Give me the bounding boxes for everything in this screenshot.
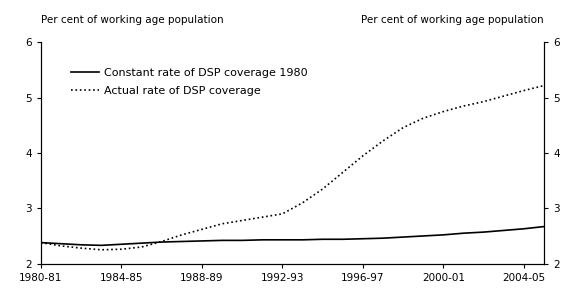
Actual rate of DSP coverage bbox=[118, 248, 125, 251]
Constant rate of DSP coverage 1980 bbox=[460, 231, 467, 235]
Constant rate of DSP coverage 1980 bbox=[400, 235, 407, 239]
Text: Per cent of working age population: Per cent of working age population bbox=[41, 15, 223, 25]
Constant rate of DSP coverage 1980 bbox=[380, 236, 387, 240]
Actual rate of DSP coverage bbox=[78, 246, 85, 250]
Constant rate of DSP coverage 1980 bbox=[420, 234, 427, 238]
Constant rate of DSP coverage 1980 bbox=[98, 244, 105, 247]
Text: Per cent of working age population: Per cent of working age population bbox=[362, 15, 544, 25]
Actual rate of DSP coverage bbox=[37, 241, 44, 245]
Constant rate of DSP coverage 1980 bbox=[118, 242, 125, 246]
Constant rate of DSP coverage 1980 bbox=[178, 240, 185, 243]
Constant rate of DSP coverage 1980 bbox=[339, 238, 346, 241]
Actual rate of DSP coverage bbox=[380, 139, 387, 143]
Constant rate of DSP coverage 1980 bbox=[78, 243, 85, 247]
Constant rate of DSP coverage 1980 bbox=[198, 239, 205, 243]
Constant rate of DSP coverage 1980 bbox=[440, 233, 447, 237]
Constant rate of DSP coverage 1980 bbox=[359, 237, 366, 241]
Line: Actual rate of DSP coverage: Actual rate of DSP coverage bbox=[41, 85, 544, 250]
Constant rate of DSP coverage 1980 bbox=[239, 238, 246, 242]
Actual rate of DSP coverage bbox=[98, 248, 105, 251]
Constant rate of DSP coverage 1980 bbox=[521, 227, 528, 231]
Constant rate of DSP coverage 1980 bbox=[138, 241, 145, 245]
Line: Constant rate of DSP coverage 1980: Constant rate of DSP coverage 1980 bbox=[41, 227, 544, 245]
Actual rate of DSP coverage bbox=[339, 171, 346, 174]
Constant rate of DSP coverage 1980 bbox=[37, 241, 44, 245]
Actual rate of DSP coverage bbox=[541, 84, 548, 87]
Actual rate of DSP coverage bbox=[239, 219, 246, 222]
Actual rate of DSP coverage bbox=[198, 228, 205, 231]
Actual rate of DSP coverage bbox=[279, 212, 286, 216]
Actual rate of DSP coverage bbox=[521, 89, 528, 92]
Constant rate of DSP coverage 1980 bbox=[219, 238, 226, 242]
Constant rate of DSP coverage 1980 bbox=[259, 238, 266, 242]
Constant rate of DSP coverage 1980 bbox=[480, 230, 487, 234]
Constant rate of DSP coverage 1980 bbox=[279, 238, 286, 242]
Actual rate of DSP coverage bbox=[138, 245, 145, 249]
Legend: Constant rate of DSP coverage 1980, Actual rate of DSP coverage: Constant rate of DSP coverage 1980, Actu… bbox=[67, 63, 312, 100]
Actual rate of DSP coverage bbox=[57, 244, 64, 248]
Actual rate of DSP coverage bbox=[359, 154, 366, 158]
Actual rate of DSP coverage bbox=[420, 116, 427, 120]
Actual rate of DSP coverage bbox=[219, 222, 226, 226]
Actual rate of DSP coverage bbox=[299, 201, 306, 205]
Actual rate of DSP coverage bbox=[500, 94, 507, 98]
Actual rate of DSP coverage bbox=[400, 126, 407, 129]
Actual rate of DSP coverage bbox=[440, 110, 447, 113]
Actual rate of DSP coverage bbox=[460, 104, 467, 108]
Constant rate of DSP coverage 1980 bbox=[299, 238, 306, 242]
Constant rate of DSP coverage 1980 bbox=[57, 242, 64, 245]
Actual rate of DSP coverage bbox=[259, 215, 266, 219]
Actual rate of DSP coverage bbox=[178, 233, 185, 237]
Constant rate of DSP coverage 1980 bbox=[541, 225, 548, 228]
Actual rate of DSP coverage bbox=[319, 187, 326, 191]
Actual rate of DSP coverage bbox=[158, 240, 165, 243]
Constant rate of DSP coverage 1980 bbox=[158, 240, 165, 244]
Constant rate of DSP coverage 1980 bbox=[500, 228, 507, 232]
Constant rate of DSP coverage 1980 bbox=[319, 238, 326, 241]
Actual rate of DSP coverage bbox=[480, 100, 487, 103]
